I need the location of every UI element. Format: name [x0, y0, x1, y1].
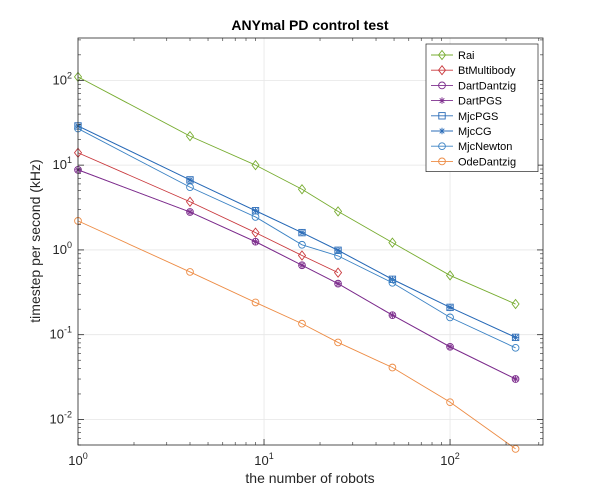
data-point-mjccg: [298, 229, 306, 236]
y-tick-label: 10-2: [50, 409, 72, 426]
data-point-mjcnewton: [298, 240, 306, 249]
legend-label: MjcNewton: [458, 141, 512, 153]
data-point-dartpgs: [512, 375, 519, 383]
data-point-dartdantzig: [298, 261, 306, 270]
series-mjcnewton: [74, 124, 520, 352]
data-point-rai: [297, 183, 307, 195]
legend-item-odedantzig: OdeDantzig: [431, 156, 516, 168]
legend-label: MjcCG: [458, 126, 492, 138]
ticks: 100 101 102 10-2 10-1 100 101 102: [50, 38, 543, 468]
legend-item-mjcnewton: MjcNewton: [431, 141, 512, 153]
data-point-mjccg: [446, 304, 454, 311]
data-point-dartdantzig: [334, 279, 342, 288]
series-line-mjcnewton: [77, 128, 516, 349]
x-tick-label: 100: [68, 451, 87, 468]
legend-item-dartpgs: DartPGS: [431, 96, 502, 108]
legend-item-btmultibody: BtMultibody: [431, 64, 516, 77]
data-point-rai: [511, 298, 520, 310]
data-point-odedantzig: [388, 363, 397, 372]
series-line-odedantzig: [77, 220, 516, 450]
data-point-btmultibody: [251, 227, 260, 238]
data-point-odedantzig: [511, 445, 520, 453]
data-point-odedantzig: [298, 319, 306, 328]
data-point-mjcnewton: [388, 278, 397, 287]
data-point-dartpgs: [389, 311, 396, 319]
data-point-dartdantzig: [511, 375, 520, 383]
data-point-dartpgs: [446, 343, 454, 351]
data-point-odedantzig: [186, 268, 194, 276]
data-point-btmultibody: [333, 267, 343, 278]
series-dartpgs: [74, 166, 519, 383]
y-tick-label: 10-1: [50, 325, 72, 342]
y-tick-label: 101: [53, 155, 72, 172]
data-point-rai: [388, 237, 397, 248]
legend-marker-rai: [437, 49, 447, 61]
data-point-rai: [445, 270, 455, 281]
legend-marker-mjcnewton: [438, 142, 446, 151]
data-point-mjccg: [252, 207, 259, 215]
data-point-dartdantzig: [388, 311, 397, 320]
data-point-dartdantzig: [251, 237, 260, 246]
legend-label: DartPGS: [458, 96, 502, 108]
y-tick-label: 100: [53, 240, 72, 257]
data-point-btmultibody: [297, 250, 307, 261]
data-point-mjcnewton: [511, 343, 520, 352]
y-tick-label: 102: [53, 70, 72, 87]
data-point-odedantzig: [334, 338, 342, 347]
series-line-mjccg: [77, 125, 516, 338]
data-point-odedantzig: [446, 398, 454, 407]
data-point-dartdantzig: [186, 208, 194, 216]
legend-label: MjcPGS: [458, 111, 498, 123]
data-point-mjcnewton: [251, 213, 260, 221]
data-point-dartdantzig: [446, 342, 454, 351]
legend-label: DartDantzig: [458, 80, 516, 92]
x-axis-label: the number of robots: [245, 470, 374, 486]
x-tick-label: 102: [440, 451, 459, 468]
data-point-mjccg: [186, 176, 194, 184]
legend-label: OdeDantzig: [458, 156, 516, 168]
series-line-dartpgs: [77, 169, 516, 380]
legend-marker-dartpgs: [438, 97, 446, 104]
legend-marker-dartdantzig: [438, 81, 446, 90]
data-point-mjcnewton: [446, 313, 454, 322]
series-line-btmultibody: [77, 152, 339, 274]
x-tick-label: 101: [254, 451, 273, 468]
legend-item-rai: Rai: [431, 49, 475, 62]
legend-label: BtMultibody: [458, 65, 516, 77]
data-point-odedantzig: [251, 298, 260, 307]
data-point-mjccg: [512, 334, 519, 341]
data-point-dartpgs: [334, 280, 342, 287]
legend-marker-odedantzig: [438, 157, 446, 166]
data-point-dartpgs: [186, 208, 194, 216]
legend-marker-mjccg: [438, 127, 446, 135]
y-axis-label: timestep per second (kHz): [27, 159, 43, 322]
data-point-mjcnewton: [186, 183, 194, 192]
legend-box: [425, 43, 539, 172]
series-line-rai: [77, 76, 516, 305]
data-point-rai: [333, 206, 343, 217]
legend-item-mjccg: MjcCG: [431, 126, 492, 138]
chart-title: ANYmal PD control test: [231, 17, 388, 33]
data-point-dartpgs: [298, 261, 306, 269]
legend-label: Rai: [458, 50, 475, 62]
legend-marker-mjcpgs: [438, 112, 446, 120]
legend-marker-btmultibody: [437, 64, 447, 76]
legend-item-dartdantzig: DartDantzig: [431, 80, 516, 92]
plot-frame: [77, 37, 544, 446]
data-point-mjcnewton: [334, 252, 342, 260]
data-point-rai: [251, 159, 260, 171]
legend-item-mjcpgs: MjcPGS: [431, 111, 498, 123]
data-point-dartpgs: [252, 238, 259, 246]
data-point-btmultibody: [185, 196, 195, 207]
data-point-rai: [185, 130, 195, 142]
legend: Rai BtMultibody DartDantzig DartPGS MjcPGS Mj…: [425, 43, 539, 172]
